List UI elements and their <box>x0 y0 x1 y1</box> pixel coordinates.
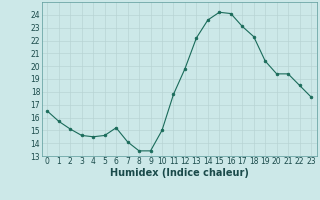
X-axis label: Humidex (Indice chaleur): Humidex (Indice chaleur) <box>110 168 249 178</box>
